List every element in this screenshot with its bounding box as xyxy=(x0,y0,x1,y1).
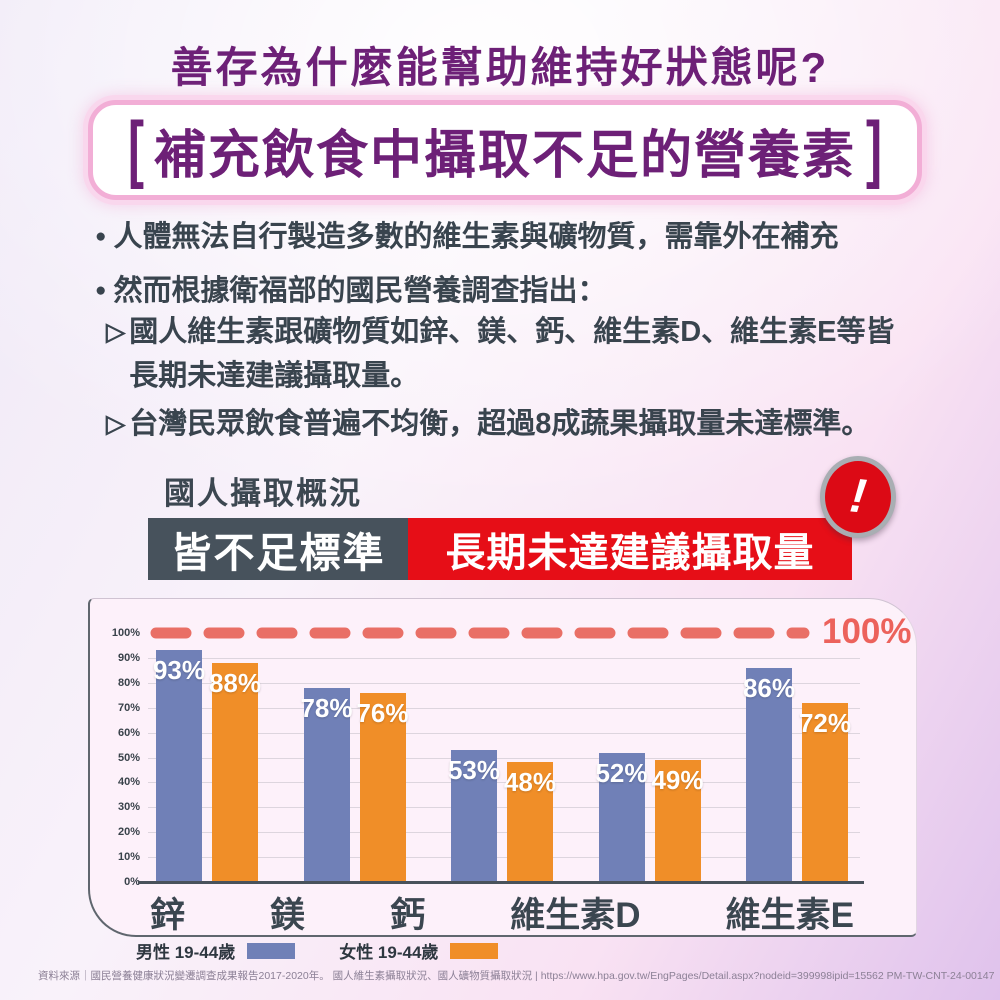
sub-point: ▷ 台灣民眾飲食普遍不均衡，超過8成蔬果攝取量未達標準。 xyxy=(106,402,918,446)
banner-below-recommended: 長期未達建議攝取量 xyxy=(408,518,852,580)
bar-group: 93% 88% xyxy=(152,650,262,882)
y-tick-label: 50% xyxy=(117,751,140,764)
gridline xyxy=(148,657,860,659)
bar-value-label: 93% xyxy=(152,655,206,686)
legend-color-swatch xyxy=(247,942,296,959)
data-source-note: 資料來源｜國民營養健康狀況變遷調查成果報告2017-2020年。 國人維生素攝取… xyxy=(38,970,995,982)
bar-group: 53% 48% xyxy=(447,750,557,882)
y-tick-label: 0% xyxy=(124,876,140,888)
triangle-bullet-icon: ▷ xyxy=(106,318,126,346)
bullet-dot-icon: ● xyxy=(95,280,107,301)
bar-value-label: 76% xyxy=(356,697,409,728)
bullet-dot-icon: ● xyxy=(95,226,107,247)
sub-point-text: 國人維生素跟礦物質如鋅、鎂、鈣、維生素D、維生素E等皆 長期未達建議攝取量。 xyxy=(129,316,895,392)
section-kicker: 國人攝取概況 xyxy=(164,476,362,511)
bullet-list: ● 人體無法自行製造多數的維生素與礦物質，需靠外在補充 ● 然而根據衛福部的國民… xyxy=(95,212,915,320)
bar: 53% xyxy=(447,750,501,882)
bullet-item: ● 然而根據衛福部的國民營養調查指出： xyxy=(95,266,915,320)
legend-item: 男性 19-44歲 xyxy=(136,938,296,963)
y-tick-label: 20% xyxy=(117,826,140,839)
close-bracket-glyph: ] xyxy=(866,108,882,191)
bullet-text: 然而根據衛福部的國民營養調查指出： xyxy=(113,275,607,307)
bar-value-label: 49% xyxy=(651,765,704,795)
bar: 72% xyxy=(798,702,852,882)
y-tick-label: 40% xyxy=(117,776,140,789)
bar-value-label: 86% xyxy=(742,672,796,703)
category-label: 維生素D xyxy=(510,896,641,935)
bullet-text: 人體無法自行製造多數的維生素與礦物質，需靠外在補充 xyxy=(113,221,839,253)
category-label: 鈣 xyxy=(390,896,426,935)
sub-point-text: 台灣民眾飲食普遍不均衡，超過8成蔬果攝取量未達標準。 xyxy=(129,408,871,440)
category-label: 鎂 xyxy=(270,896,306,935)
chart-legend: 男性 19-44歲 女性 19-44歲 xyxy=(136,938,499,963)
reference-line-label: 100% xyxy=(822,612,912,651)
bar-group: 78% 76% xyxy=(300,687,409,882)
bar-value-label: 88% xyxy=(208,667,262,698)
bar: 86% xyxy=(742,667,796,882)
bars-area: 93% 88% 78% 76% 53% 48% 52% 49% 86% 72% xyxy=(152,633,852,882)
gridline xyxy=(148,732,860,734)
y-tick-label: 70% xyxy=(117,701,140,714)
gridline xyxy=(148,857,860,859)
bar-value-label: 78% xyxy=(300,692,353,723)
bar: 93% xyxy=(152,650,206,882)
x-axis-line xyxy=(138,881,864,884)
bar: 76% xyxy=(356,692,409,882)
gridline xyxy=(148,682,860,684)
bar-group: 52% 49% xyxy=(595,752,704,882)
category-label: 維生素E xyxy=(725,896,854,935)
category-label: 鋅 xyxy=(150,896,186,935)
legend-label: 女性 19-44歲 xyxy=(339,943,439,962)
gridline xyxy=(148,757,860,759)
gridline xyxy=(148,707,860,709)
legend-item: 女性 19-44歲 xyxy=(339,938,499,963)
category-labels: 鋅 鎂 鈣 維生素D 維生素E xyxy=(146,887,858,938)
y-tick-label: 30% xyxy=(117,801,140,814)
bar: 52% xyxy=(595,752,648,882)
highlight-box: [ 補充飲食中攝取不足的營養素 ] xyxy=(88,100,922,200)
gridline xyxy=(148,832,860,834)
bar: 49% xyxy=(651,760,704,882)
open-bracket-glyph: [ xyxy=(128,108,144,191)
legend-color-swatch xyxy=(450,942,499,959)
highlight-box-text: 補充飲食中攝取不足的營養素 xyxy=(153,126,856,185)
bar-chart-panel: 100% 90% 80% 70% 60% 50% 40% 30% 20% 10% 0% 100% 9… xyxy=(88,598,917,937)
bar-group: 86% 72% xyxy=(742,667,852,882)
bar: 78% xyxy=(300,687,353,882)
sub-point: ▷ 國人維生素跟礦物質如鋅、鎂、鈣、維生素D、維生素E等皆 長期未達建議攝取量。 xyxy=(106,310,918,398)
bar-value-label: 52% xyxy=(595,757,648,788)
y-tick-label: 100% xyxy=(111,627,140,639)
sub-point-list: ▷ 國人維生素跟礦物質如鋅、鎂、鈣、維生素D、維生素E等皆 長期未達建議攝取量。… xyxy=(106,310,918,446)
bar: 48% xyxy=(503,762,557,882)
bar-value-label: 53% xyxy=(447,755,501,786)
bar-value-label: 72% xyxy=(798,707,852,738)
bar-value-label: 48% xyxy=(503,767,557,798)
reference-dashed-line xyxy=(150,627,810,639)
y-tick-label: 90% xyxy=(117,651,140,664)
page-title: 善存為什麼能幫助維持好狀態呢? xyxy=(170,44,830,91)
y-tick-label: 10% xyxy=(117,851,140,864)
gridline xyxy=(148,807,860,809)
bullet-item: ● 人體無法自行製造多數的維生素與礦物質，需靠外在補充 xyxy=(95,212,915,266)
y-tick-label: 60% xyxy=(117,726,140,739)
bar: 88% xyxy=(208,662,262,882)
legend-label: 男性 19-44歲 xyxy=(136,943,236,962)
banner-insufficient: 皆不足標準 xyxy=(148,518,408,580)
y-tick-label: 80% xyxy=(117,676,140,689)
exclamation-icon: ! xyxy=(820,456,896,538)
triangle-bullet-icon: ▷ xyxy=(106,410,126,438)
gridline xyxy=(148,782,860,784)
